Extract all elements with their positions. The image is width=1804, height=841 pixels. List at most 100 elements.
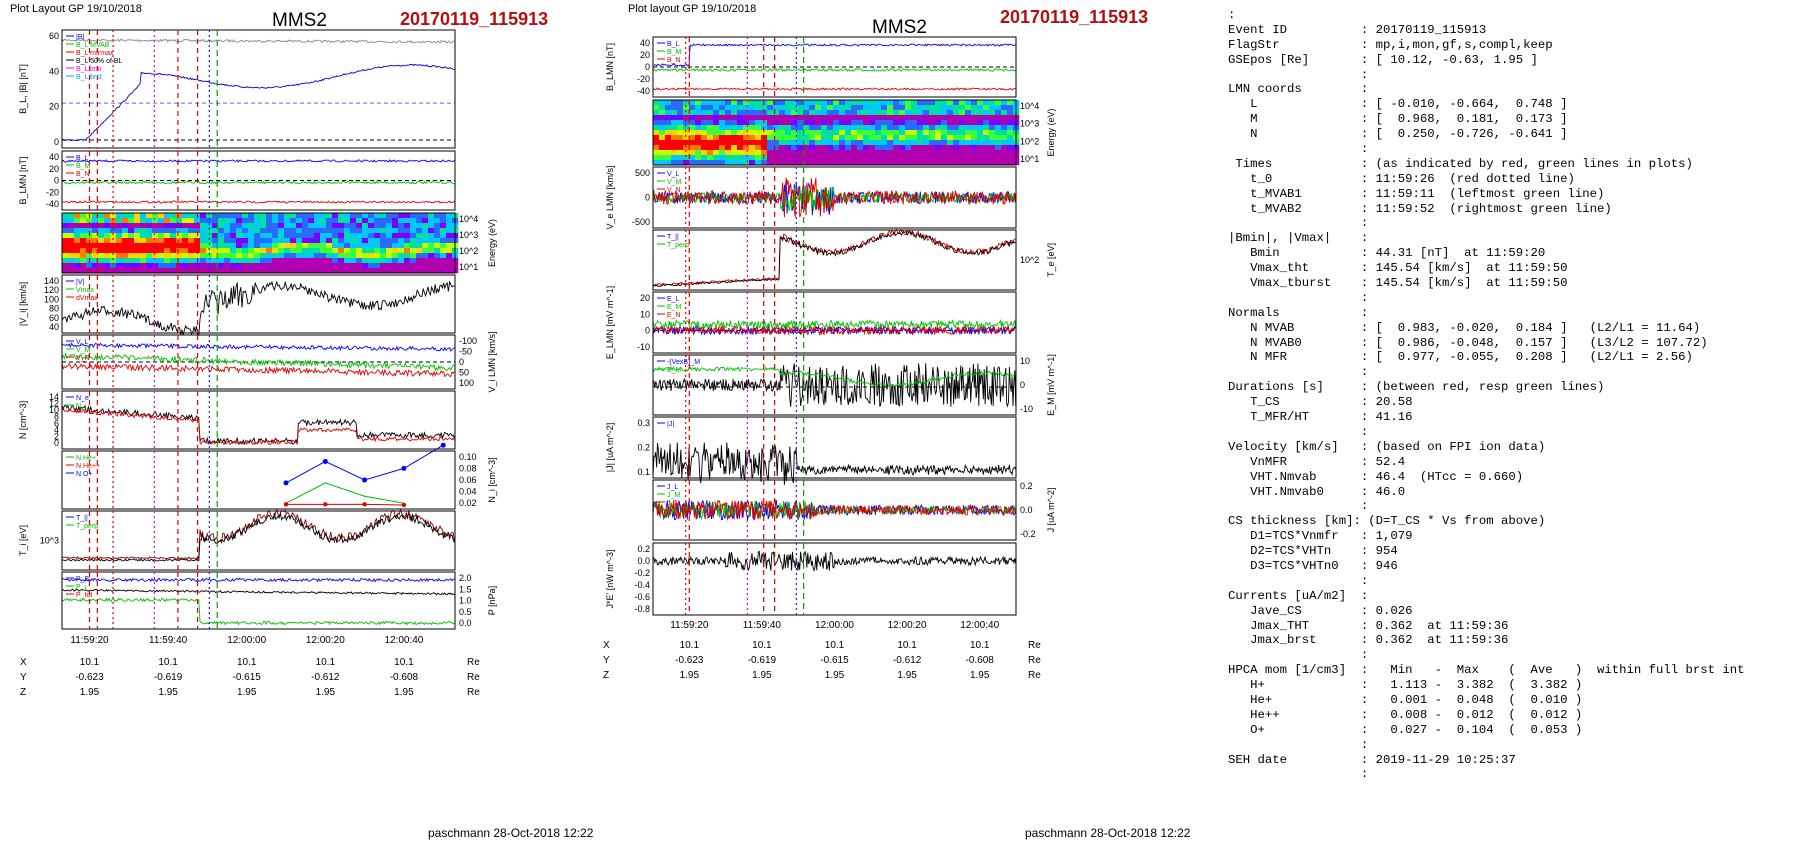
spectrogram-cell xyxy=(899,125,906,131)
spectrogram-cell xyxy=(959,105,966,111)
spectrogram-cell xyxy=(416,268,423,274)
spectrogram-cell xyxy=(302,228,309,234)
spectrogram-cell xyxy=(1007,120,1014,126)
spectrogram-cell xyxy=(935,140,942,146)
spectrogram-cell xyxy=(338,228,345,234)
y-tick-label: 0.1 xyxy=(637,467,650,477)
spectrogram-cell xyxy=(158,258,165,264)
spectrogram-cell xyxy=(218,253,225,259)
spectrogram-cell xyxy=(230,263,237,269)
density-e-series xyxy=(61,404,455,445)
spectrogram-cell xyxy=(749,110,756,116)
spectrogram-cell xyxy=(773,160,780,166)
spectrogram-cell xyxy=(260,248,267,254)
spectrogram-cell xyxy=(695,155,702,161)
spectrogram-cell xyxy=(1001,145,1008,151)
spectrogram-cell xyxy=(761,130,768,136)
b-l-comp xyxy=(61,159,455,163)
spectrogram-cell xyxy=(887,110,894,116)
y-tick-label: -40 xyxy=(637,86,650,96)
spectrogram-cell xyxy=(953,105,960,111)
spectrogram-cell xyxy=(899,115,906,121)
spectrogram-cell xyxy=(230,248,237,254)
spectrogram-cell xyxy=(314,268,321,274)
spectrogram-cell xyxy=(905,135,912,141)
spectrogram-cell xyxy=(833,150,840,156)
spectrogram-cell xyxy=(971,120,978,126)
spectrogram-cell xyxy=(62,253,69,259)
spectrogram-cell xyxy=(773,150,780,156)
spectrogram-cell xyxy=(260,233,267,239)
panel-y-label: Energy (eV) xyxy=(1046,108,1056,156)
spectrogram-cell xyxy=(821,145,828,151)
spectrogram-cell xyxy=(254,258,261,264)
spectrogram-cell xyxy=(761,150,768,156)
spectrogram-cell xyxy=(146,238,153,244)
spectrogram-cell xyxy=(827,105,834,111)
spectrogram-cell xyxy=(719,100,726,106)
spectrogram-cell xyxy=(803,100,810,106)
spectrogram-cell xyxy=(917,150,924,156)
spectrogram-cell xyxy=(797,120,804,126)
spectrogram-cell xyxy=(965,105,972,111)
info-line: L : [ -0.010, -0.664, 0.748 ] xyxy=(1228,97,1568,112)
spectrogram-cell xyxy=(386,223,393,229)
spectrogram-cell xyxy=(995,100,1002,106)
he-plus-series xyxy=(285,482,404,504)
spectrogram-cell xyxy=(338,233,345,239)
spectrogram-cell xyxy=(875,115,882,121)
spectrogram-cell xyxy=(380,248,387,254)
spectrogram-cell xyxy=(218,233,225,239)
spectrogram-cell xyxy=(182,263,189,269)
spectrogram-cell xyxy=(713,135,720,141)
info-line: HPCA mom [1/cm3] : Min - Max ( Ave ) wit… xyxy=(1228,663,1745,678)
spectrogram-cell xyxy=(332,233,339,239)
spectrogram-cell xyxy=(1001,130,1008,136)
legend-label: V_M xyxy=(76,347,91,354)
spectrogram-cell xyxy=(665,155,672,161)
y-tick-label: 10^1 xyxy=(459,262,478,272)
time-tick-label: 12:00:20 xyxy=(888,620,927,631)
spectrogram-cell xyxy=(68,258,75,264)
spectrogram-cell xyxy=(176,238,183,244)
spectrogram-cell xyxy=(224,258,231,264)
spectrogram-cell xyxy=(833,105,840,111)
spectrogram-cell xyxy=(74,248,81,254)
info-line: : xyxy=(1228,648,1369,663)
spectrogram-cell xyxy=(917,155,924,161)
spectrogram-cell xyxy=(224,243,231,249)
spectrogram-cell xyxy=(206,243,213,249)
spectrogram-cell xyxy=(845,135,852,141)
spectrogram-cell xyxy=(785,145,792,151)
spectrogram-cell xyxy=(74,253,81,259)
spectrogram-cell xyxy=(851,160,858,166)
spectrogram-cell xyxy=(851,155,858,161)
spectrogram-cell xyxy=(923,110,930,116)
spectrogram-cell xyxy=(971,100,978,106)
spectrogram-cell xyxy=(446,218,453,224)
spectrogram-cell xyxy=(338,218,345,224)
spectrogram-cell xyxy=(797,150,804,156)
legend-label: dVmax xyxy=(76,295,98,302)
panel-y-label: |J| [uA m^-2] xyxy=(605,423,615,472)
spectrogram-cell xyxy=(230,218,237,224)
spectrogram-cell xyxy=(983,140,990,146)
spectrogram-cell xyxy=(140,228,147,234)
spectrogram-cell xyxy=(176,253,183,259)
spectrogram-cell xyxy=(911,135,918,141)
spectrogram-cell xyxy=(767,155,774,161)
spectrogram-cell xyxy=(440,268,447,274)
spectrogram-cell xyxy=(785,160,792,166)
spectrogram-cell xyxy=(695,120,702,126)
spectrogram-cell xyxy=(803,155,810,161)
spectrogram-cell xyxy=(110,228,117,234)
b-n-comp xyxy=(61,200,455,204)
spectrogram-cell xyxy=(707,135,714,141)
spectrogram-cell xyxy=(665,120,672,126)
spectrogram-cell xyxy=(68,218,75,224)
spectrogram-cell xyxy=(320,228,327,234)
j-mag-series xyxy=(652,442,1017,485)
spectrogram-cell xyxy=(863,150,870,156)
spectrogram-cell xyxy=(833,110,840,116)
